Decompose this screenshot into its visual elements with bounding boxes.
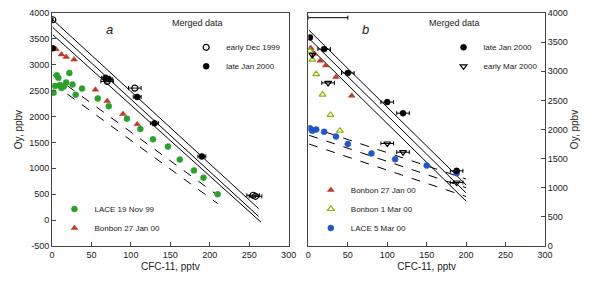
svg-text:1500: 1500 [548, 154, 568, 164]
svg-text:Bonbon 27 Jan 00: Bonbon 27 Jan 00 [351, 186, 416, 195]
svg-text:2000: 2000 [548, 125, 568, 135]
svg-text:Oy, ppbv: Oy, ppbv [569, 110, 580, 149]
svg-text:250: 250 [242, 250, 257, 260]
svg-text:Merged data: Merged data [172, 18, 223, 28]
svg-text:100: 100 [123, 250, 138, 260]
svg-text:100: 100 [380, 250, 395, 260]
svg-text:300: 300 [537, 250, 552, 260]
svg-text:0: 0 [44, 215, 49, 225]
svg-text:Bonbon 27 Jan 00: Bonbon 27 Jan 00 [94, 224, 159, 233]
svg-text:CFC-11, pptv: CFC-11, pptv [397, 261, 456, 272]
svg-text:LACE 5 Mar 00: LACE 5 Mar 00 [351, 224, 406, 233]
svg-text:50: 50 [343, 250, 353, 260]
svg-text:0: 0 [49, 250, 54, 260]
svg-text:Merged data: Merged data [429, 18, 480, 28]
svg-text:early Dec 1999: early Dec 1999 [226, 43, 280, 52]
svg-text:Oy, ppbv: Oy, ppbv [13, 110, 24, 149]
svg-text:3500: 3500 [548, 37, 568, 47]
svg-text:0: 0 [306, 250, 311, 260]
svg-text:4000: 4000 [29, 8, 49, 18]
svg-text:a: a [106, 22, 113, 37]
svg-text:500: 500 [548, 212, 563, 222]
svg-text:late Jan 2000: late Jan 2000 [226, 62, 275, 71]
svg-text:500: 500 [34, 189, 49, 199]
svg-text:2500: 2500 [548, 96, 568, 106]
svg-text:3000: 3000 [29, 60, 49, 70]
svg-text:b: b [362, 22, 369, 37]
svg-text:-500: -500 [31, 241, 49, 251]
svg-text:1000: 1000 [548, 183, 568, 193]
svg-text:300: 300 [281, 250, 296, 260]
svg-text:early Mar 2000: early Mar 2000 [484, 62, 538, 71]
svg-text:2500: 2500 [29, 86, 49, 96]
svg-text:150: 150 [163, 250, 178, 260]
svg-text:1000: 1000 [29, 163, 49, 173]
svg-text:4000: 4000 [548, 8, 568, 18]
svg-text:late Jan 2000: late Jan 2000 [484, 43, 533, 52]
svg-text:3000: 3000 [548, 66, 568, 76]
svg-text:2000: 2000 [29, 112, 49, 122]
svg-text:CFC-11, pptv: CFC-11, pptv [141, 261, 200, 272]
svg-text:0: 0 [548, 241, 553, 251]
svg-text:200: 200 [202, 250, 217, 260]
svg-text:1500: 1500 [29, 138, 49, 148]
svg-text:LACE 19 Nov 99: LACE 19 Nov 99 [94, 205, 154, 214]
svg-text:200: 200 [459, 250, 474, 260]
svg-text:250: 250 [498, 250, 513, 260]
svg-text:Bonbon 1 Mar 00: Bonbon 1 Mar 00 [351, 205, 413, 214]
svg-text:50: 50 [86, 250, 96, 260]
svg-text:150: 150 [419, 250, 434, 260]
svg-text:3500: 3500 [29, 34, 49, 44]
